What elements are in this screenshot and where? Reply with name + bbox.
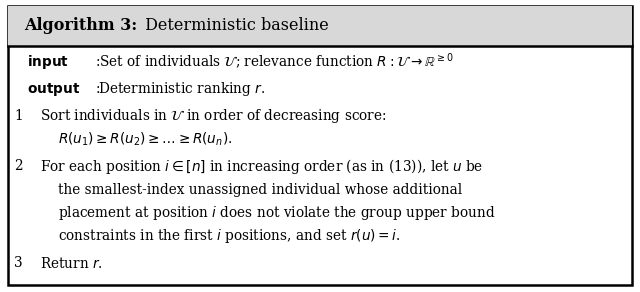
Text: $\mathbf{output}$: $\mathbf{output}$ [27,81,80,98]
Text: $\mathbf{input}$: $\mathbf{input}$ [27,53,69,71]
Text: Sort individuals in $\mathcal{U}$ in order of decreasing score:: Sort individuals in $\mathcal{U}$ in ord… [40,107,386,125]
Text: :Deterministic ranking $r$.: :Deterministic ranking $r$. [95,80,265,98]
Bar [8,6,632,46]
Text: the smallest-index unassigned individual whose additional: the smallest-index unassigned individual… [58,182,462,197]
Text: $R(u_1) \geq R(u_2) \geq \ldots \geq R(u_n).$: $R(u_1) \geq R(u_2) \geq \ldots \geq R(u… [58,131,232,148]
Text: 3: 3 [14,256,22,270]
Text: Return $r$.: Return $r$. [40,256,102,271]
Text: placement at position $i$ does not violate the group upper bound: placement at position $i$ does not viola… [58,204,495,222]
Text: Algorithm 3:: Algorithm 3: [24,18,138,34]
Text: Deterministic baseline: Deterministic baseline [140,18,328,34]
Text: For each position $i \in [n]$ in increasing order (as in (13)), let $u$ be: For each position $i \in [n]$ in increas… [40,157,483,176]
Text: :Set of individuals $\mathcal{U}$; relevance function $R : \mathcal{U} \rightarr: :Set of individuals $\mathcal{U}$; relev… [95,52,453,72]
Text: constraints in the first $i$ positions, and set $r(u) = i$.: constraints in the first $i$ positions, … [58,227,400,245]
Text: 2: 2 [14,159,22,173]
Text: 1: 1 [14,109,22,123]
